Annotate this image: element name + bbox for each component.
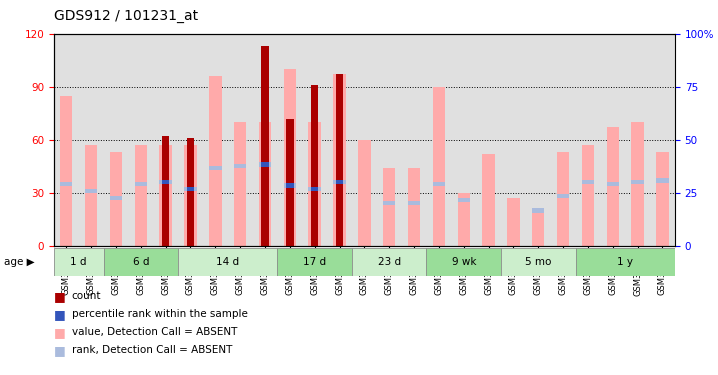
Bar (336, 180, 343, 184)
Bar (103, 248, 178, 276)
Text: 1 d: 1 d (70, 256, 87, 267)
Bar (209, 76, 222, 246)
Bar (607, 182, 619, 186)
Bar (607, 128, 619, 246)
Bar (311, 85, 318, 246)
Bar (185, 187, 197, 191)
Bar (336, 74, 343, 246)
Bar (576, 248, 675, 276)
Bar (557, 152, 569, 246)
Bar (60, 96, 73, 246)
Text: 14 d: 14 d (216, 256, 239, 267)
Text: GDS912 / 101231_at: GDS912 / 101231_at (54, 9, 198, 23)
Text: ■: ■ (54, 326, 65, 339)
Bar (162, 136, 169, 246)
Text: count: count (72, 291, 101, 301)
Bar (185, 145, 197, 246)
Bar (286, 183, 294, 188)
Bar (54, 248, 103, 276)
Bar (187, 138, 194, 246)
Bar (309, 187, 321, 191)
Bar (631, 122, 644, 246)
Bar (258, 162, 271, 166)
Bar (433, 87, 445, 246)
Bar (178, 248, 277, 276)
Bar (457, 198, 470, 202)
Bar (333, 74, 346, 246)
Text: 1 y: 1 y (617, 256, 633, 267)
Bar (60, 182, 73, 186)
Bar (134, 182, 147, 186)
Bar (261, 162, 269, 166)
Bar (408, 168, 420, 246)
Bar (134, 145, 147, 246)
Bar (85, 145, 98, 246)
Bar (358, 140, 370, 246)
Bar (457, 193, 470, 246)
Bar (656, 152, 668, 246)
Bar (557, 194, 569, 198)
Bar (110, 152, 122, 246)
Bar (159, 180, 172, 184)
Bar (261, 46, 269, 246)
Bar (309, 122, 321, 246)
Bar (426, 248, 501, 276)
Bar (532, 208, 544, 213)
Bar (482, 154, 495, 246)
Bar (631, 180, 644, 184)
Bar (187, 187, 194, 191)
Bar (286, 118, 294, 246)
Bar (656, 178, 668, 183)
Text: age ▶: age ▶ (4, 257, 34, 267)
Bar (209, 166, 222, 170)
Text: ■: ■ (54, 290, 65, 303)
Bar (532, 210, 544, 246)
Bar (333, 180, 346, 184)
Bar (582, 180, 595, 184)
Bar (507, 198, 520, 246)
Bar (311, 187, 318, 191)
Bar (110, 196, 122, 200)
Text: ■: ■ (54, 344, 65, 357)
Bar (85, 189, 98, 193)
Bar (277, 248, 352, 276)
Bar (234, 122, 246, 246)
Text: value, Detection Call = ABSENT: value, Detection Call = ABSENT (72, 327, 237, 337)
Bar (352, 248, 426, 276)
Bar (383, 201, 396, 206)
Text: percentile rank within the sample: percentile rank within the sample (72, 309, 248, 319)
Bar (234, 164, 246, 168)
Bar (284, 183, 296, 188)
Text: 6 d: 6 d (133, 256, 149, 267)
Bar (284, 69, 296, 246)
Bar (582, 145, 595, 246)
Bar (159, 145, 172, 246)
Bar (501, 248, 576, 276)
Text: 9 wk: 9 wk (452, 256, 476, 267)
Text: ■: ■ (54, 308, 65, 321)
Bar (162, 180, 169, 184)
Bar (383, 168, 396, 246)
Bar (408, 201, 420, 206)
Bar (433, 182, 445, 186)
Text: 5 mo: 5 mo (525, 256, 551, 267)
Text: rank, Detection Call = ABSENT: rank, Detection Call = ABSENT (72, 345, 232, 355)
Text: 23 d: 23 d (378, 256, 401, 267)
Text: 17 d: 17 d (303, 256, 326, 267)
Bar (258, 122, 271, 246)
